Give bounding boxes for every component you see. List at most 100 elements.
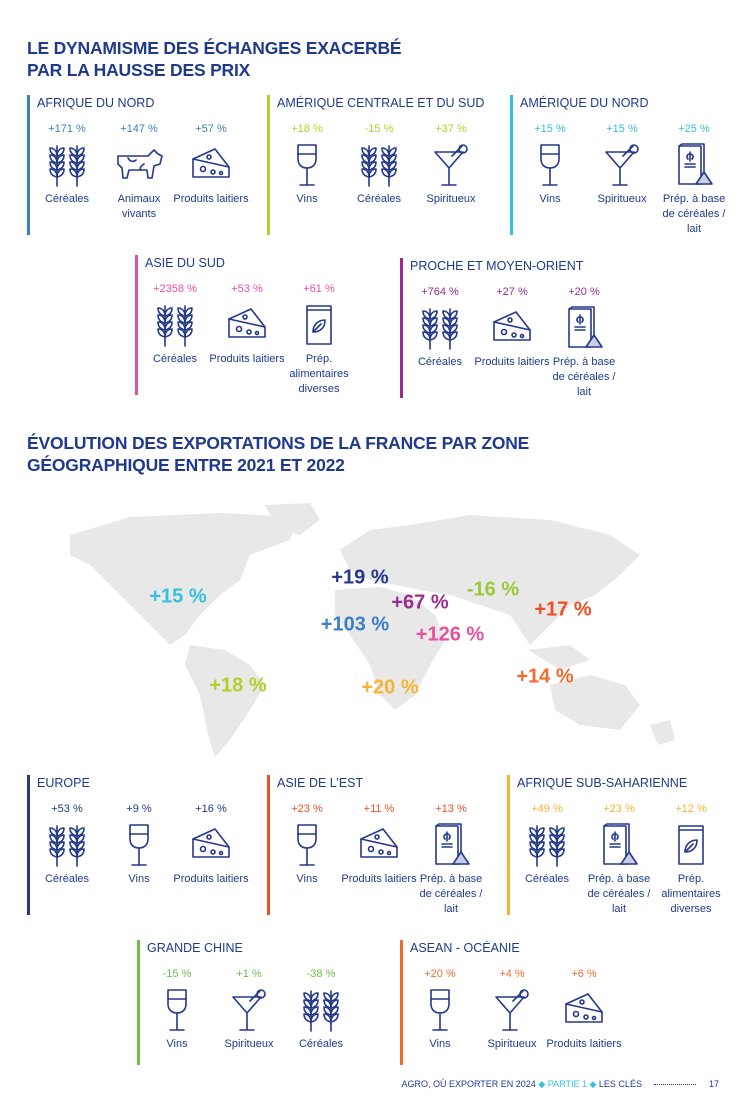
product-change-value: -15 %: [364, 123, 394, 135]
panel-title: ASEAN - OCÉANIE: [410, 941, 520, 955]
product-label: Spiritueux: [597, 193, 647, 205]
wheat-icon: [402, 305, 478, 351]
product-item: +57 % Produits laitiers: [173, 123, 249, 207]
product-label: Vins: [296, 873, 318, 885]
product-change-value: +53 %: [231, 283, 263, 295]
product-item: +15 % Spiritueux: [584, 123, 660, 207]
product-label: Céréales: [44, 873, 90, 885]
product-item: +9 % Vins: [101, 803, 177, 887]
product-change-value: -38 %: [306, 968, 336, 980]
cheese-icon: [209, 302, 285, 348]
product-item: +13 % Prép. à base de céréales / lait: [413, 803, 489, 917]
map-label-amerique-centrale-et-du-sud: +18 %: [209, 674, 267, 697]
product-item: +53 % Produits laitiers: [209, 283, 285, 367]
wine-icon: [402, 987, 478, 1033]
product-item: +4 % Spiritueux: [474, 968, 550, 1052]
product-change-value: +147 %: [120, 123, 158, 135]
product-item: +20 % Prép. à base de céréales / lait: [546, 286, 622, 400]
product-change-value: -15 %: [162, 968, 192, 980]
wheat-icon: [283, 987, 359, 1033]
wheat-icon: [509, 822, 585, 868]
map-label-asean-oceanie: +14 %: [516, 665, 574, 688]
diamond-icon: ◆: [589, 1079, 597, 1089]
cheese-icon: [474, 305, 550, 351]
product-change-value: +4 %: [499, 968, 525, 980]
product-item: +764 % Céréales: [402, 286, 478, 370]
cocktail-icon: [413, 142, 489, 188]
product-change-value: +49 %: [531, 803, 563, 815]
world-map: +15 % +19 % +67 % -16 % +17 % +103 % +126 % +14…: [50, 495, 710, 765]
product-item: +49 % Céréales: [509, 803, 585, 887]
product-item: +23 % Prép. à base de céréales / lait: [581, 803, 657, 917]
product-change-value: +53 %: [51, 803, 83, 815]
product-label: Animaux vivants: [117, 193, 161, 220]
product-label: Vins: [539, 193, 561, 205]
product-change-value: +20 %: [424, 968, 456, 980]
wheat-icon: [341, 142, 417, 188]
product-item: +37 % Spiritueux: [413, 123, 489, 207]
wheat-icon: [29, 822, 105, 868]
product-item: +61 % Prép. alimentaires diverses: [281, 283, 357, 397]
wheat-icon: [29, 142, 105, 188]
map-label-asie-du-sud: +126 %: [415, 623, 485, 646]
map-label-grande-chine: -16 %: [466, 578, 520, 601]
product-item: -15 % Céréales: [341, 123, 417, 207]
wine-icon: [269, 822, 345, 868]
cereal-box-icon: [413, 822, 489, 868]
product-change-value: +2358 %: [153, 283, 197, 295]
cereal-box-icon: [656, 142, 732, 188]
product-label: Céréales: [417, 356, 463, 368]
product-item: -38 % Céréales: [283, 968, 359, 1052]
panel-europe: EUROPE +53 % Céréales +9 % Vins +16 % Pr…: [27, 775, 257, 915]
product-change-value: +61 %: [303, 283, 335, 295]
panel-title: GRANDE CHINE: [147, 941, 243, 955]
product-item: +11 % Produits laitiers: [341, 803, 417, 887]
product-label: Céréales: [356, 193, 402, 205]
product-item: +15 % Vins: [512, 123, 588, 207]
panel-amerique-centrale-et-du-sud: AMÉRIQUE CENTRALE ET DU SUD +18 % Vins -…: [267, 95, 497, 235]
product-item: +25 % Prép. à base de céréales / lait: [656, 123, 732, 237]
panel-accent-bar: [400, 258, 403, 398]
map-label-afrique-du-nord: +103 %: [320, 613, 390, 636]
title-line: LE DYNAMISME DES ÉCHANGES EXACERBÉ: [27, 38, 402, 58]
panel-accent-bar: [267, 775, 270, 915]
cheese-icon: [173, 142, 249, 188]
product-item: +147 % Animaux vivants: [101, 123, 177, 222]
panel-accent-bar: [507, 775, 510, 915]
product-item: +6 % Produits laitiers: [546, 968, 622, 1052]
wine-icon: [101, 822, 177, 868]
panel-grande-chine: GRANDE CHINE -15 % Vins +1 % Spiritueux …: [137, 940, 367, 1065]
product-label: Spiritueux: [487, 1038, 537, 1050]
product-label: Prép. alimentaires diverses: [289, 353, 349, 395]
panel-accent-bar: [135, 255, 138, 395]
product-change-value: +171 %: [48, 123, 86, 135]
cereal-box-icon: [581, 822, 657, 868]
product-change-value: +9 %: [126, 803, 152, 815]
product-item: +18 % Vins: [269, 123, 345, 207]
section-title-exports: ÉVOLUTION DES EXPORTATIONS DE LA FRANCE …: [27, 432, 529, 476]
product-label: Spiritueux: [224, 1038, 274, 1050]
map-label-europe: +19 %: [331, 566, 389, 589]
panel-asie-de-l-est: ASIE DE L’EST +23 % Vins +11 % Produits …: [267, 775, 497, 915]
panel-title: EUROPE: [37, 776, 90, 790]
footer-doc-title: AGRO, OÙ EXPORTER EN 2024: [401, 1079, 536, 1089]
product-change-value: +15 %: [534, 123, 566, 135]
product-label: Produits laitiers: [546, 1038, 622, 1050]
cheese-icon: [546, 987, 622, 1033]
product-change-value: +16 %: [195, 803, 227, 815]
wine-icon: [269, 142, 345, 188]
diamond-icon: ◆: [538, 1079, 546, 1089]
product-item: +23 % Vins: [269, 803, 345, 887]
panel-title: AFRIQUE SUB-SAHARIENNE: [517, 776, 688, 790]
page-footer: AGRO, OÙ EXPORTER EN 2024 ◆ PARTIE 1 ◆ L…: [401, 1079, 719, 1090]
product-label: Vins: [128, 873, 150, 885]
panel-title: ASIE DE L’EST: [277, 776, 364, 790]
panel-asean-oceanie: ASEAN - OCÉANIE +20 % Vins +4 % Spiritue…: [400, 940, 630, 1065]
panel-afrique-sub-saharienne: AFRIQUE SUB-SAHARIENNE +49 % Céréales +2…: [507, 775, 737, 915]
product-label: Prép. à base de céréales / lait: [587, 873, 651, 915]
food-bag-icon: [653, 822, 729, 868]
product-change-value: +20 %: [568, 286, 600, 298]
map-label-asie-de-l-est: +17 %: [534, 598, 592, 621]
section-title-prices: LE DYNAMISME DES ÉCHANGES EXACERBÉ PAR L…: [27, 37, 402, 81]
product-label: Spiritueux: [426, 193, 476, 205]
